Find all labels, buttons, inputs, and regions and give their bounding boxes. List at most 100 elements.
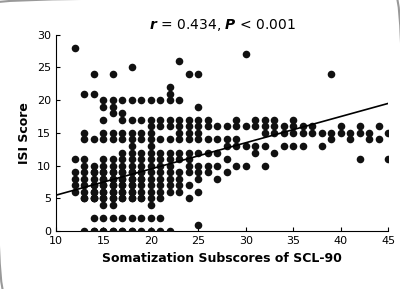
Point <box>138 196 144 201</box>
Point <box>100 196 107 201</box>
Point <box>100 118 107 122</box>
Point <box>224 157 230 162</box>
Point <box>233 144 240 148</box>
Point <box>138 170 144 175</box>
Point <box>176 59 182 63</box>
Point <box>81 91 88 96</box>
Point <box>119 190 126 194</box>
Point <box>195 104 202 109</box>
Point <box>204 170 211 175</box>
Point <box>138 177 144 181</box>
Point <box>91 183 97 188</box>
Point <box>72 170 78 175</box>
Point <box>262 144 268 148</box>
Point <box>119 157 126 162</box>
Point <box>119 118 126 122</box>
Point <box>148 196 154 201</box>
Point <box>328 131 334 135</box>
Point <box>157 229 164 234</box>
Point <box>100 216 107 221</box>
Point <box>262 118 268 122</box>
Point <box>157 124 164 129</box>
Point <box>195 163 202 168</box>
Point <box>309 124 315 129</box>
Point <box>129 65 135 70</box>
Point <box>129 183 135 188</box>
Point <box>347 137 353 142</box>
Point <box>271 150 277 155</box>
Point <box>328 137 334 142</box>
Point <box>195 118 202 122</box>
Point <box>91 196 97 201</box>
Point <box>204 118 211 122</box>
Point <box>91 72 97 76</box>
Point <box>110 183 116 188</box>
Point <box>214 150 220 155</box>
Point <box>129 177 135 181</box>
Point <box>148 124 154 129</box>
Point <box>233 137 240 142</box>
Point <box>195 137 202 142</box>
Point <box>72 45 78 50</box>
Point <box>110 98 116 103</box>
Point <box>176 118 182 122</box>
Point <box>157 190 164 194</box>
Point <box>129 137 135 142</box>
Point <box>110 183 116 188</box>
Point <box>110 216 116 221</box>
Point <box>100 137 107 142</box>
Point <box>356 157 363 162</box>
Title: $\bfit{r}$ = 0.434, $\bfit{P}$ < 0.001: $\bfit{r}$ = 0.434, $\bfit{P}$ < 0.001 <box>148 17 296 33</box>
Point <box>186 157 192 162</box>
Point <box>129 170 135 175</box>
Point <box>195 131 202 135</box>
Point <box>81 157 88 162</box>
Point <box>242 163 249 168</box>
Point <box>167 190 173 194</box>
Point <box>176 124 182 129</box>
X-axis label: Somatization Subscores of SCL-90: Somatization Subscores of SCL-90 <box>102 252 342 265</box>
Point <box>195 72 202 76</box>
Point <box>148 163 154 168</box>
Point <box>129 131 135 135</box>
Point <box>252 124 258 129</box>
Point <box>91 163 97 168</box>
Point <box>318 144 325 148</box>
Point <box>81 196 88 201</box>
Point <box>138 118 144 122</box>
Point <box>204 124 211 129</box>
Point <box>119 183 126 188</box>
Point <box>81 177 88 181</box>
Point <box>195 190 202 194</box>
Point <box>110 137 116 142</box>
Point <box>290 144 296 148</box>
Point <box>129 229 135 234</box>
Point <box>110 177 116 181</box>
Point <box>110 170 116 175</box>
Point <box>81 196 88 201</box>
Point <box>91 190 97 194</box>
Point <box>81 229 88 234</box>
Point <box>110 170 116 175</box>
Point <box>81 137 88 142</box>
Point <box>119 196 126 201</box>
Point <box>110 104 116 109</box>
Point <box>186 131 192 135</box>
Point <box>186 163 192 168</box>
Point <box>186 118 192 122</box>
Point <box>138 177 144 181</box>
Point <box>167 163 173 168</box>
Point <box>81 190 88 194</box>
Point <box>119 150 126 155</box>
Point <box>366 137 372 142</box>
Point <box>214 124 220 129</box>
Point <box>224 124 230 129</box>
Point <box>91 137 97 142</box>
Point <box>72 190 78 194</box>
Point <box>186 72 192 76</box>
Point <box>110 177 116 181</box>
Point <box>356 131 363 135</box>
Point <box>110 190 116 194</box>
Point <box>271 118 277 122</box>
Point <box>100 98 107 103</box>
